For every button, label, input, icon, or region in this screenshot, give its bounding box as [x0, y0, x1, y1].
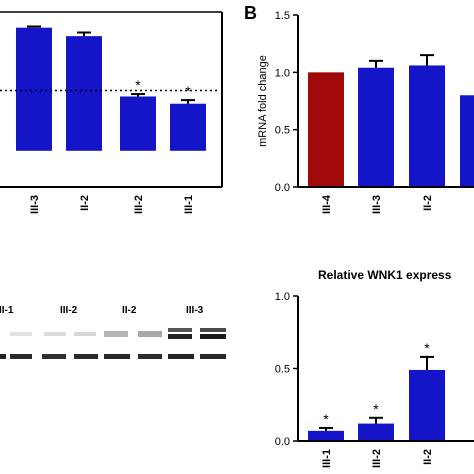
bar — [358, 67, 394, 187]
y-tick-label: 0.5 — [275, 125, 290, 137]
significance-star: * — [373, 401, 379, 417]
x-tick-label: III-4 — [321, 194, 333, 214]
bar — [120, 96, 156, 151]
bar — [308, 430, 344, 441]
y-tick-label: 1.0 — [275, 67, 290, 79]
western-blot: II-1 III-2 II-2 III-3 — [0, 305, 230, 362]
bar — [409, 369, 445, 441]
significance-star: * — [135, 77, 141, 93]
blot-band — [0, 354, 6, 359]
bar — [409, 65, 445, 187]
blot-band — [44, 332, 66, 336]
y-tick-label: 1.0 — [275, 291, 290, 303]
x-tick-label: III-3 — [29, 195, 41, 214]
blot-band — [74, 332, 96, 336]
blot-band — [168, 334, 192, 339]
y-tick-label: 0.0 — [275, 436, 290, 448]
x-tick-label: III-2 — [133, 195, 145, 214]
bar — [358, 423, 394, 441]
bar — [66, 36, 102, 151]
y-tick-label: 1.5 — [275, 10, 290, 22]
blot-band — [104, 354, 130, 359]
blot-band — [200, 354, 226, 359]
blot-band — [10, 354, 32, 359]
x-tick-label: II-2 — [422, 449, 434, 465]
blot-lane-label-1: II-1 — [0, 305, 14, 316]
blot-band — [10, 332, 32, 336]
blot-band — [200, 334, 226, 339]
chart-panel-b-bottom: * III-1 * III-2 * II-2 0.0 0.5 1.0 Relative WNK1 … — [275, 268, 474, 468]
blot-band — [200, 328, 226, 332]
blot-band — [42, 354, 66, 359]
y-tick-label: 0.0 — [275, 182, 290, 194]
y-axis-label: mRNA fold change — [257, 55, 269, 147]
blot-lane-label-4: III-3 — [186, 305, 204, 316]
blot-band — [138, 331, 162, 337]
bar — [308, 72, 344, 187]
blot-band — [74, 354, 98, 359]
x-tick-label: III-3 — [371, 195, 383, 214]
bar — [170, 103, 206, 151]
chart-panel-a-top: III-3 II-2 * III-2 * III-1 — [0, 11, 223, 214]
panel-label-b: B — [244, 3, 257, 23]
x-tick-label: III-2 — [371, 449, 383, 468]
x-tick-label: II-2 — [422, 195, 434, 211]
blot-band — [168, 328, 192, 332]
x-tick-label: III-1 — [321, 449, 333, 468]
x-tick-label: II-2 — [79, 195, 91, 211]
significance-star: * — [424, 340, 430, 356]
significance-star: * — [323, 411, 329, 427]
x-tick-label: III-1 — [183, 195, 195, 214]
blot-band — [104, 331, 128, 337]
bar — [460, 95, 474, 187]
bar — [16, 27, 52, 151]
chart-title: Relative WNK1 express — [318, 268, 452, 282]
blot-band — [168, 354, 194, 359]
y-tick-label: 0.5 — [275, 364, 290, 376]
blot-lane-label-3: II-2 — [122, 305, 137, 316]
blot-band — [138, 354, 162, 359]
significance-star: * — [185, 83, 191, 99]
blot-lane-label-2: III-2 — [60, 305, 78, 316]
